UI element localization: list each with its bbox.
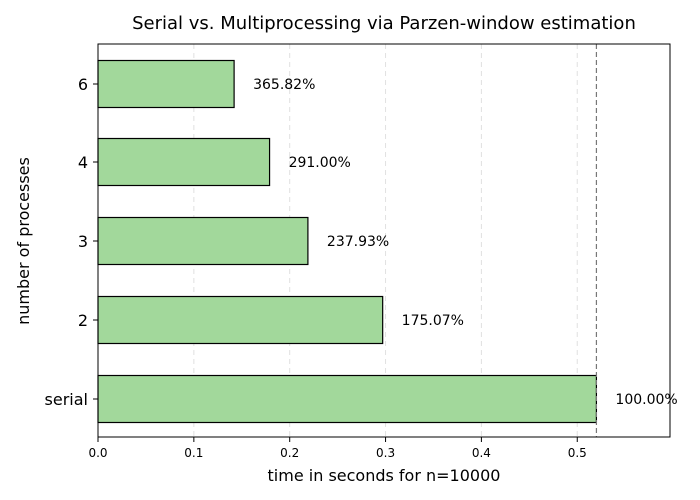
y-tick-label: 6 <box>78 75 88 94</box>
data-label: 100.00% <box>615 392 677 408</box>
y-tick-label: 2 <box>78 311 88 330</box>
x-tick-label: 0.0 <box>88 446 107 460</box>
bar-serial <box>97 374 598 424</box>
data-label: 175.07% <box>402 313 464 329</box>
bars <box>97 59 598 424</box>
data-label: 237.93% <box>327 234 389 250</box>
data-label: 291.00% <box>289 155 351 171</box>
x-axis-ticks: 0.0 0.1 0.2 0.3 0.4 0.5 <box>88 437 587 460</box>
x-tick-label: 0.3 <box>376 446 395 460</box>
y-tick-label: serial <box>45 390 88 409</box>
bar-2 <box>97 295 384 345</box>
y-axis-ticks: serial 2 3 4 6 <box>45 75 98 409</box>
chart-title: Serial vs. Multiprocessing via Parzen-wi… <box>132 13 636 34</box>
x-tick-label: 0.5 <box>568 446 587 460</box>
bar-3 <box>97 216 309 266</box>
x-tick-label: 0.1 <box>184 446 203 460</box>
bar-6 <box>97 59 235 109</box>
x-axis-label: time in seconds for n=10000 <box>268 466 501 485</box>
x-tick-label: 0.4 <box>472 446 491 460</box>
y-axis-label: number of processes <box>14 157 33 325</box>
bar-4 <box>97 137 271 187</box>
y-tick-label: 4 <box>78 153 88 172</box>
data-label: 365.82% <box>253 77 315 93</box>
x-tick-label: 0.2 <box>280 446 299 460</box>
grid <box>193 44 578 437</box>
y-tick-label: 3 <box>78 232 88 251</box>
data-labels: 100.00% 175.07% 237.93% 291.00% 365.82% <box>253 77 678 408</box>
